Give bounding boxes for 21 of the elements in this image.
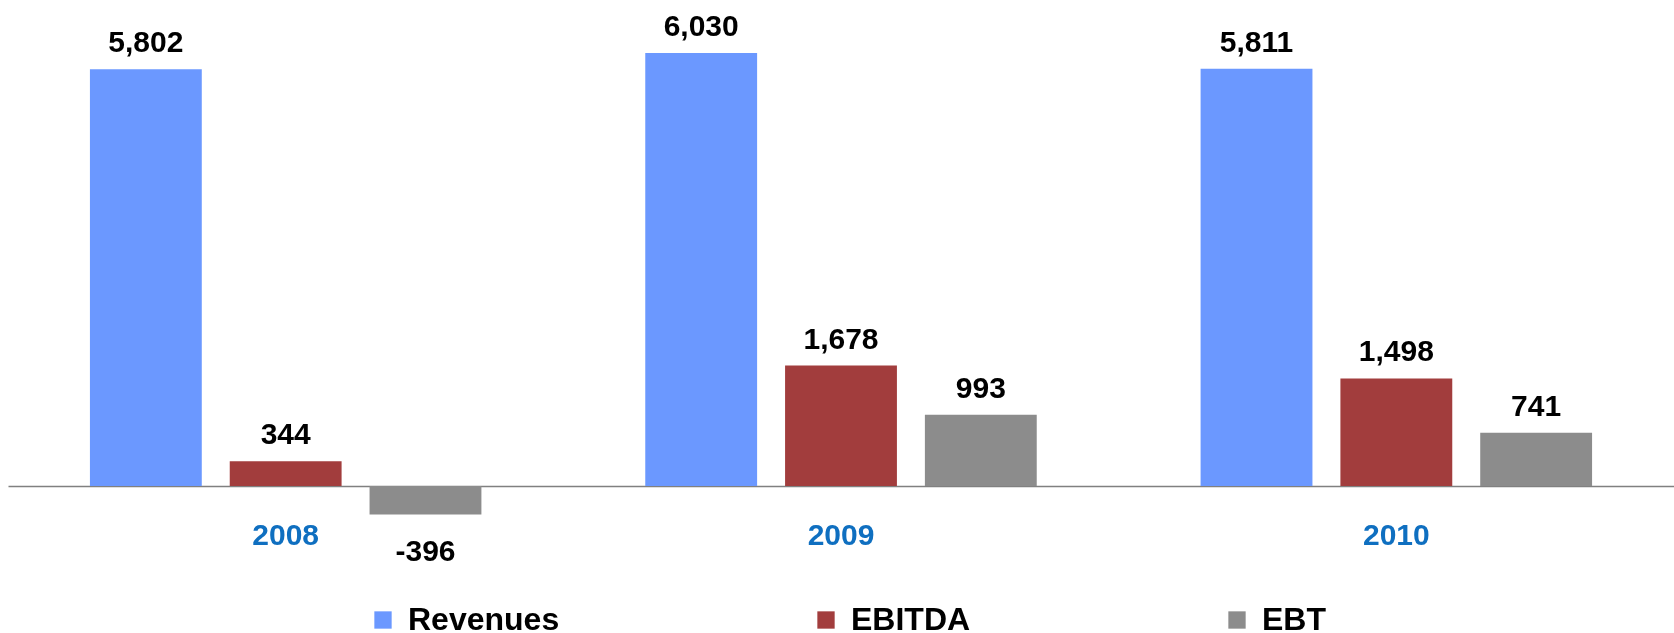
bar	[1340, 378, 1453, 487]
bar	[89, 69, 202, 487]
x-tick-label: 2010	[1362, 517, 1430, 551]
bar	[1200, 68, 1313, 487]
data-label: -396	[395, 533, 456, 567]
bar	[645, 53, 758, 487]
data-label: 1,678	[803, 321, 879, 355]
data-label: 993	[955, 370, 1006, 404]
legend-label: EBT	[1262, 601, 1327, 633]
bar	[229, 461, 342, 487]
data-label: 1,498	[1358, 334, 1434, 368]
data-label: 741	[1511, 388, 1562, 422]
legend-label: Revenues	[408, 601, 560, 633]
x-tick-label: 2008	[252, 517, 320, 551]
data-label: 5,802	[108, 25, 184, 59]
data-label: 5,811	[1219, 24, 1294, 58]
legend-label: EBITDA	[851, 601, 971, 633]
x-tick-label: 2009	[807, 517, 875, 551]
bar	[785, 365, 897, 487]
data-label: 6,030	[663, 9, 739, 42]
data-label: 344	[260, 417, 311, 451]
